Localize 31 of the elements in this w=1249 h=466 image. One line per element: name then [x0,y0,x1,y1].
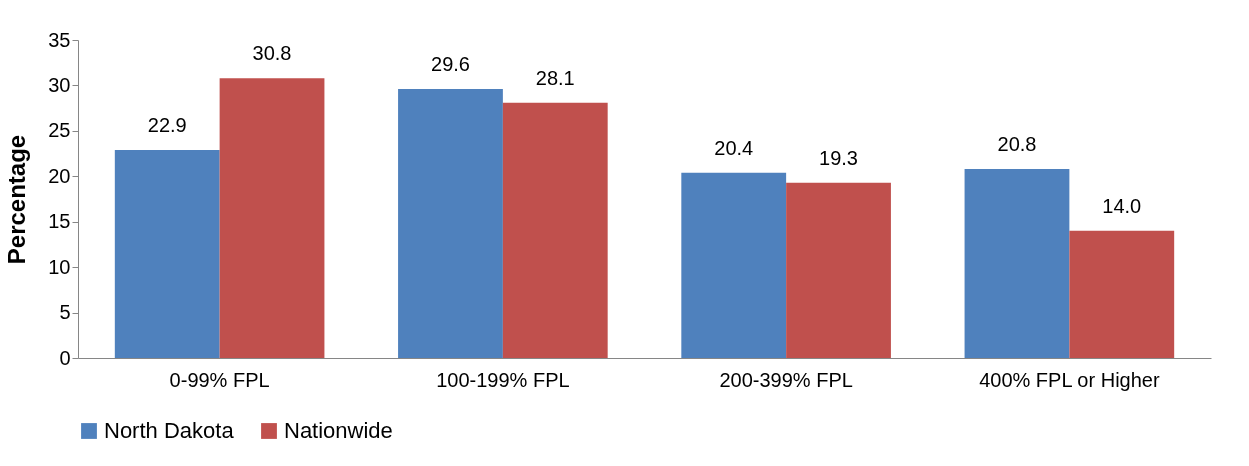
bar [398,89,503,358]
data-label: 22.9 [147,113,187,136]
y-tick-label: 0 [59,346,71,369]
data-label: 19.3 [819,146,858,169]
data-label: 30.8 [252,42,292,65]
y-tick-label: 10 [48,255,71,278]
y-tick-label: 5 [59,301,71,324]
y-tick-label: 20 [48,164,71,187]
data-label: 20.8 [997,133,1037,156]
data-label: 20.4 [714,136,754,159]
bar [219,78,325,358]
bar [114,149,220,358]
bar [1069,230,1175,358]
x-tick-label: 400% FPL or Higher [979,368,1160,391]
y-tick-label: 25 [48,119,71,142]
y-axis-title: Percentage [3,134,31,265]
x-tick-label: 200-399% FPL [719,368,853,391]
data-label: 14.0 [1102,194,1142,217]
bar [502,102,608,358]
data-label: 28.1 [535,66,575,89]
x-tick-label: 0-99% FPL [169,368,270,391]
data-label: 29.6 [431,53,470,76]
bar [786,182,891,358]
y-tick-label: 15 [48,210,71,233]
bar [681,172,787,358]
legend-label: North Dakota [104,418,235,443]
legend-label: Nationwide [284,418,393,443]
y-tick-label: 35 [48,28,71,51]
bar [964,169,1070,358]
y-tick-label: 30 [48,73,71,96]
x-tick-label: 100-199% FPL [436,368,570,391]
